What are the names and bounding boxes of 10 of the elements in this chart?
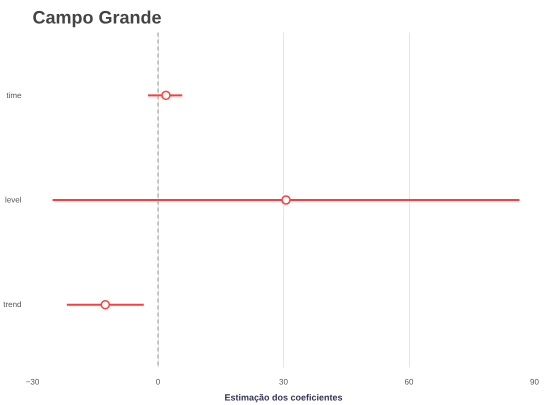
y-tick-label: level <box>5 196 22 204</box>
chart-title: Campo Grande <box>32 8 162 28</box>
y-tick-label: trend <box>3 300 22 310</box>
x-axis-title: Estimação dos coeficientes <box>224 392 343 402</box>
x-tick-label: 60 <box>404 378 414 386</box>
x-tick-label: 0 <box>156 378 161 386</box>
x-tick-label: 30 <box>279 378 288 386</box>
x-tick-label: 90 <box>530 378 540 386</box>
x-tick-label: −30 <box>26 378 40 386</box>
y-tick-label: time <box>6 90 22 100</box>
